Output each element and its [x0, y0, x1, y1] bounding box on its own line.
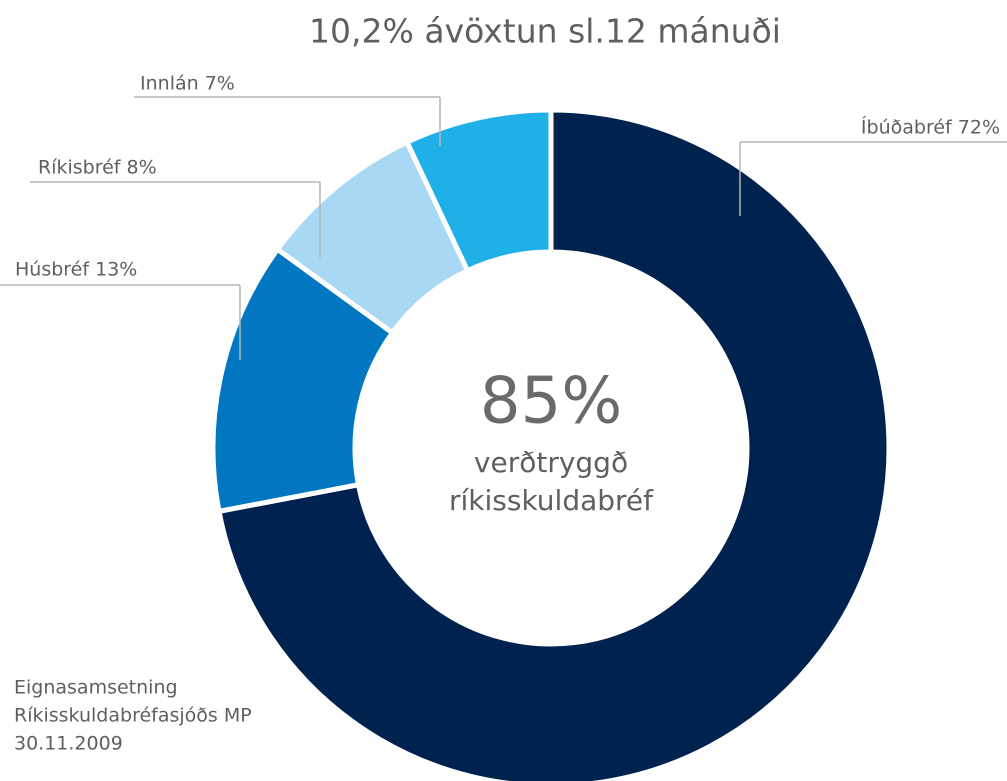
footnote: Ríkisskuldabréfasjóðs MP: [14, 705, 252, 727]
data-label: Ríkisbréf 8%: [38, 157, 157, 179]
leader-line: [30, 181, 321, 258]
leader-line: [0, 284, 241, 360]
leader-line: [134, 96, 441, 146]
center-value: 85%: [480, 365, 622, 439]
footnote: Eignasamsetning: [14, 677, 178, 699]
center-text: ríkisskuldabréf: [449, 484, 654, 517]
chart-title: 10,2% ávöxtun sl.12 mánuði: [309, 12, 781, 51]
slice: [403, 107, 554, 274]
data-label: Innlán 7%: [140, 73, 235, 95]
slice: [210, 245, 396, 515]
data-label: Íbúðabréf 72%: [861, 116, 1000, 139]
leader-line: [739, 141, 1007, 216]
donut: [210, 107, 892, 781]
footnote: 30.11.2009: [14, 733, 123, 755]
slice: [216, 107, 892, 781]
center-text: verðtryggð: [474, 446, 628, 479]
data-label: Húsbréf 13%: [15, 259, 137, 281]
